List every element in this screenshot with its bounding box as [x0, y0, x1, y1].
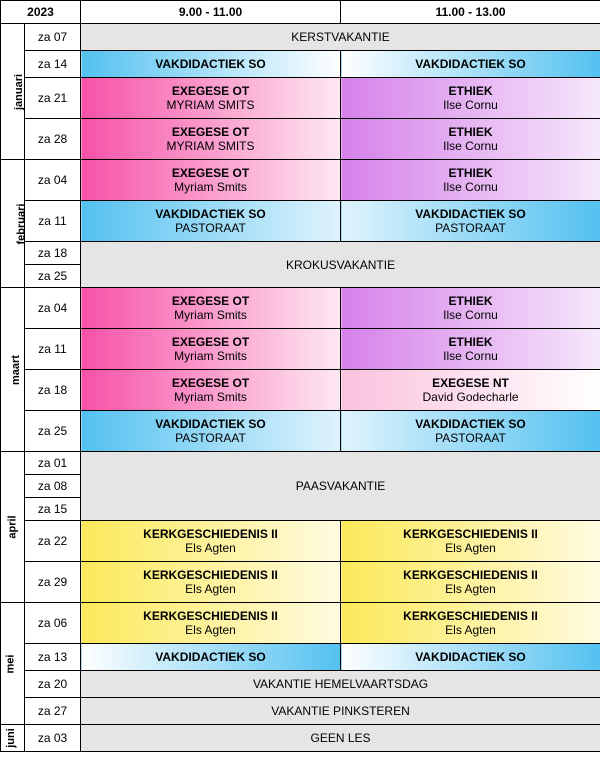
hdr-year: 2023 — [1, 1, 81, 24]
header-row: 2023 9.00 - 11.00 11.00 - 13.00 — [1, 1, 600, 24]
date: za 04 — [25, 288, 81, 329]
course: EXEGESE OTMyriam Smits — [81, 370, 341, 411]
course: ETHIEKIlse Cornu — [341, 288, 600, 329]
course: VAKDIDACTIEK SO — [81, 51, 341, 78]
date: za 03 — [25, 725, 81, 752]
course: VAKDIDACTIEK SOPASTORAAT — [81, 411, 341, 452]
course: KERKGESCHIEDENIS IIEls Agten — [81, 603, 341, 644]
course: VAKDIDACTIEK SOPASTORAAT — [341, 201, 600, 242]
geen-les: GEEN LES — [81, 725, 600, 752]
month-mar: maart — [1, 288, 25, 452]
course: KERKGESCHIEDENIS IIEls Agten — [341, 562, 600, 603]
date: za 22 — [25, 521, 81, 562]
course: ETHIEKIlse Cornu — [341, 78, 600, 119]
date: za 14 — [25, 51, 81, 78]
course: ETHIEKIlse Cornu — [341, 119, 600, 160]
date: za 21 — [25, 78, 81, 119]
vac-paas: PAASVAKANTIE — [81, 452, 600, 521]
vac-kerst: KERSTVAKANTIE — [81, 24, 600, 51]
month-apr: april — [1, 452, 25, 603]
date: za 15 — [25, 498, 81, 521]
course: EXEGESE OTMyriam Smits — [81, 288, 341, 329]
date: za 04 — [25, 160, 81, 201]
month-jun: juni — [1, 725, 25, 752]
course: EXEGESE OTMyriam Smits — [81, 160, 341, 201]
month-feb: februari — [1, 160, 25, 288]
vac-pink: VAKANTIE PINKSTEREN — [81, 698, 600, 725]
date: za 13 — [25, 644, 81, 671]
date: za 29 — [25, 562, 81, 603]
date: za 06 — [25, 603, 81, 644]
date: za 27 — [25, 698, 81, 725]
course: VAKDIDACTIEK SO — [341, 644, 600, 671]
date: za 08 — [25, 475, 81, 498]
date: za 18 — [25, 242, 81, 265]
vac-krokus: KROKUSVAKANTIE — [81, 242, 600, 288]
course: KERKGESCHIEDENIS IIEls Agten — [81, 521, 341, 562]
course: ETHIEKIlse Cornu — [341, 329, 600, 370]
course: EXEGESE OTMyriam Smits — [81, 329, 341, 370]
course: VAKDIDACTIEK SOPASTORAAT — [81, 201, 341, 242]
course: VAKDIDACTIEK SO — [81, 644, 341, 671]
month-may: mei — [1, 603, 25, 725]
course: VAKDIDACTIEK SOPASTORAAT — [341, 411, 600, 452]
month-jan: januari — [1, 24, 25, 160]
course: ETHIEKIlse Cornu — [341, 160, 600, 201]
course: KERKGESCHIEDENIS IIEls Agten — [341, 603, 600, 644]
date: za 01 — [25, 452, 81, 475]
date: za 20 — [25, 671, 81, 698]
date: za 07 — [25, 24, 81, 51]
course: EXEGESE OTMYRIAM SMITS — [81, 119, 341, 160]
course: KERKGESCHIEDENIS IIEls Agten — [341, 521, 600, 562]
date: za 18 — [25, 370, 81, 411]
hdr-slot1: 9.00 - 11.00 — [81, 1, 341, 24]
hdr-slot2: 11.00 - 13.00 — [341, 1, 600, 24]
schedule-table: 2023 9.00 - 11.00 11.00 - 13.00 januari … — [0, 0, 600, 752]
date: za 11 — [25, 201, 81, 242]
course: EXEGESE NTDavid Godecharle — [341, 370, 600, 411]
date: za 11 — [25, 329, 81, 370]
date: za 25 — [25, 411, 81, 452]
date: za 28 — [25, 119, 81, 160]
course: KERKGESCHIEDENIS IIEls Agten — [81, 562, 341, 603]
vac-hemel: VAKANTIE HEMELVAARTSDAG — [81, 671, 600, 698]
course: VAKDIDACTIEK SO — [341, 51, 600, 78]
course: EXEGESE OTMYRIAM SMITS — [81, 78, 341, 119]
date: za 25 — [25, 265, 81, 288]
